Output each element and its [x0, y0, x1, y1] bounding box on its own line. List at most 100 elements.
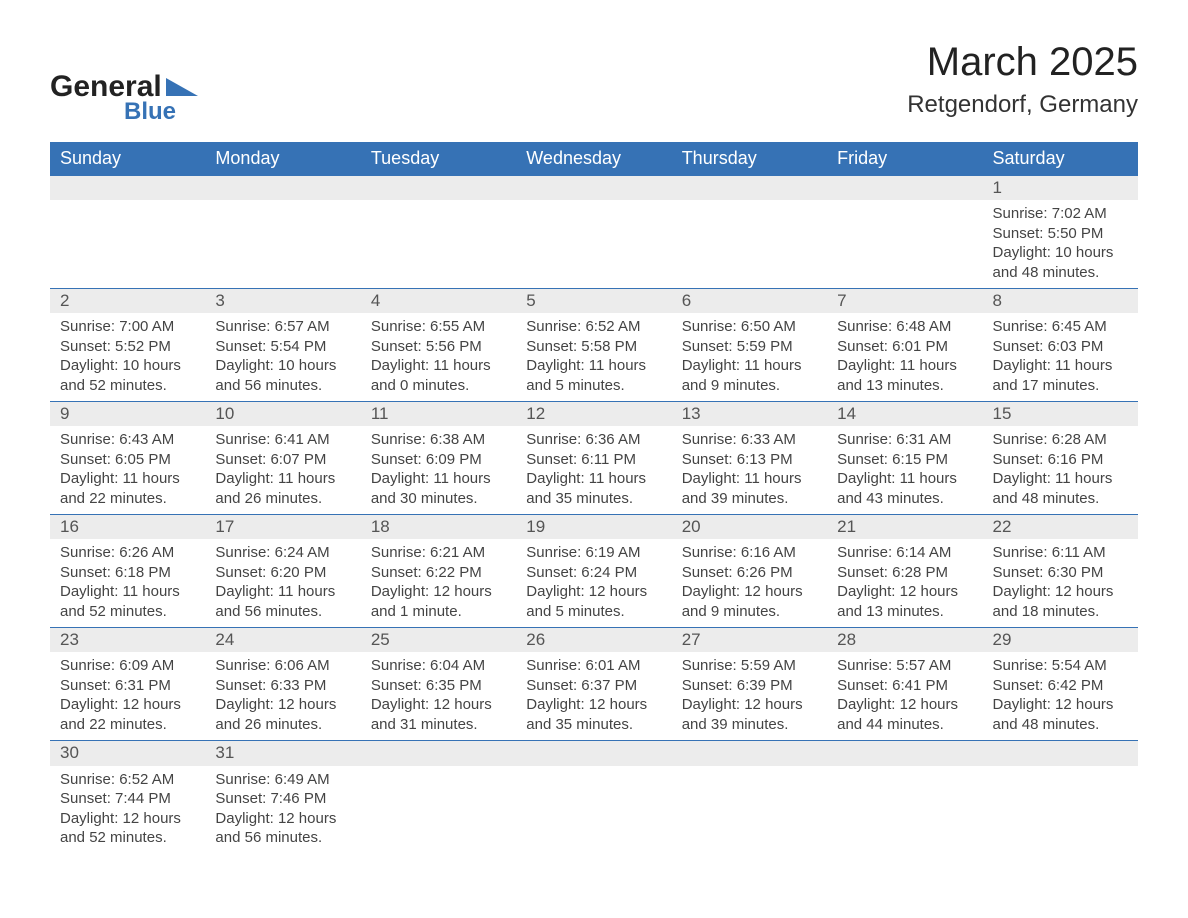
calendar-day-cell: 8Sunrise: 6:45 AMSunset: 6:03 PMDaylight… — [983, 289, 1138, 402]
day-body — [516, 766, 671, 776]
day-body: Sunrise: 6:49 AMSunset: 7:46 PMDaylight:… — [205, 766, 360, 854]
sunrise-text: Sunrise: 6:48 AM — [837, 317, 972, 337]
day-body: Sunrise: 6:52 AMSunset: 5:58 PMDaylight:… — [516, 313, 671, 401]
sunset-text: Sunset: 6:16 PM — [993, 450, 1128, 470]
daylight-text-2: and 26 minutes. — [215, 489, 350, 509]
sunrise-text: Sunrise: 6:26 AM — [60, 543, 195, 563]
calendar-empty-cell — [672, 176, 827, 289]
weekday-header: Wednesday — [516, 142, 671, 176]
day-body: Sunrise: 5:54 AMSunset: 6:42 PMDaylight:… — [983, 652, 1138, 740]
day-body: Sunrise: 6:57 AMSunset: 5:54 PMDaylight:… — [205, 313, 360, 401]
day-body — [361, 200, 516, 210]
day-number — [672, 176, 827, 200]
daylight-text-2: and 5 minutes. — [526, 602, 661, 622]
daylight-text-1: Daylight: 12 hours — [215, 809, 350, 829]
day-body — [205, 200, 360, 210]
day-number: 29 — [983, 628, 1138, 652]
daylight-text-2: and 9 minutes. — [682, 376, 817, 396]
sunrise-text: Sunrise: 6:01 AM — [526, 656, 661, 676]
sunset-text: Sunset: 6:42 PM — [993, 676, 1128, 696]
calendar-day-cell: 26Sunrise: 6:01 AMSunset: 6:37 PMDayligh… — [516, 628, 671, 741]
sunrise-text: Sunrise: 6:36 AM — [526, 430, 661, 450]
sunset-text: Sunset: 6:41 PM — [837, 676, 972, 696]
daylight-text-1: Daylight: 11 hours — [993, 469, 1128, 489]
sunrise-text: Sunrise: 6:14 AM — [837, 543, 972, 563]
day-number: 25 — [361, 628, 516, 652]
calendar-week-row: 2Sunrise: 7:00 AMSunset: 5:52 PMDaylight… — [50, 289, 1138, 402]
daylight-text-1: Daylight: 11 hours — [682, 356, 817, 376]
calendar-empty-cell — [827, 741, 982, 854]
daylight-text-2: and 30 minutes. — [371, 489, 506, 509]
daylight-text-1: Daylight: 12 hours — [215, 695, 350, 715]
day-body: Sunrise: 7:02 AMSunset: 5:50 PMDaylight:… — [983, 200, 1138, 288]
day-body: Sunrise: 6:55 AMSunset: 5:56 PMDaylight:… — [361, 313, 516, 401]
day-body: Sunrise: 6:41 AMSunset: 6:07 PMDaylight:… — [205, 426, 360, 514]
sunset-text: Sunset: 6:26 PM — [682, 563, 817, 583]
calendar-table: SundayMondayTuesdayWednesdayThursdayFrid… — [50, 142, 1138, 854]
day-body: Sunrise: 6:06 AMSunset: 6:33 PMDaylight:… — [205, 652, 360, 740]
daylight-text-2: and 48 minutes. — [993, 715, 1128, 735]
sunrise-text: Sunrise: 6:33 AM — [682, 430, 817, 450]
sunrise-text: Sunrise: 5:57 AM — [837, 656, 972, 676]
daylight-text-2: and 44 minutes. — [837, 715, 972, 735]
calendar-week-row: 1Sunrise: 7:02 AMSunset: 5:50 PMDaylight… — [50, 176, 1138, 289]
day-body: Sunrise: 6:24 AMSunset: 6:20 PMDaylight:… — [205, 539, 360, 627]
day-body: Sunrise: 6:28 AMSunset: 6:16 PMDaylight:… — [983, 426, 1138, 514]
day-body: Sunrise: 5:57 AMSunset: 6:41 PMDaylight:… — [827, 652, 982, 740]
sunset-text: Sunset: 6:22 PM — [371, 563, 506, 583]
sunset-text: Sunset: 6:03 PM — [993, 337, 1128, 357]
calendar-day-cell: 16Sunrise: 6:26 AMSunset: 6:18 PMDayligh… — [50, 515, 205, 628]
sunset-text: Sunset: 6:20 PM — [215, 563, 350, 583]
day-body: Sunrise: 6:33 AMSunset: 6:13 PMDaylight:… — [672, 426, 827, 514]
brand-triangle-icon — [166, 74, 198, 101]
day-number: 14 — [827, 402, 982, 426]
sunrise-text: Sunrise: 6:31 AM — [837, 430, 972, 450]
daylight-text-2: and 31 minutes. — [371, 715, 506, 735]
day-number — [361, 741, 516, 765]
day-body: Sunrise: 6:48 AMSunset: 6:01 PMDaylight:… — [827, 313, 982, 401]
daylight-text-2: and 52 minutes. — [60, 602, 195, 622]
daylight-text-2: and 56 minutes. — [215, 376, 350, 396]
day-body: Sunrise: 6:11 AMSunset: 6:30 PMDaylight:… — [983, 539, 1138, 627]
brand-word2: Blue — [124, 98, 198, 126]
sunrise-text: Sunrise: 7:00 AM — [60, 317, 195, 337]
sunset-text: Sunset: 6:24 PM — [526, 563, 661, 583]
day-number: 30 — [50, 741, 205, 765]
day-number: 19 — [516, 515, 671, 539]
daylight-text-1: Daylight: 11 hours — [526, 356, 661, 376]
sunrise-text: Sunrise: 6:11 AM — [993, 543, 1128, 563]
day-number: 16 — [50, 515, 205, 539]
day-body: Sunrise: 6:04 AMSunset: 6:35 PMDaylight:… — [361, 652, 516, 740]
day-number: 7 — [827, 289, 982, 313]
calendar-week-row: 9Sunrise: 6:43 AMSunset: 6:05 PMDaylight… — [50, 402, 1138, 515]
daylight-text-1: Daylight: 10 hours — [60, 356, 195, 376]
day-body: Sunrise: 7:00 AMSunset: 5:52 PMDaylight:… — [50, 313, 205, 401]
sunset-text: Sunset: 6:37 PM — [526, 676, 661, 696]
day-body — [50, 200, 205, 210]
day-number: 22 — [983, 515, 1138, 539]
calendar-week-row: 30Sunrise: 6:52 AMSunset: 7:44 PMDayligh… — [50, 741, 1138, 854]
daylight-text-1: Daylight: 11 hours — [993, 356, 1128, 376]
sunrise-text: Sunrise: 6:38 AM — [371, 430, 506, 450]
day-body: Sunrise: 6:14 AMSunset: 6:28 PMDaylight:… — [827, 539, 982, 627]
day-number: 6 — [672, 289, 827, 313]
month-year-title: March 2025 — [907, 40, 1138, 85]
calendar-day-cell: 23Sunrise: 6:09 AMSunset: 6:31 PMDayligh… — [50, 628, 205, 741]
sunset-text: Sunset: 5:54 PM — [215, 337, 350, 357]
sunset-text: Sunset: 6:31 PM — [60, 676, 195, 696]
daylight-text-2: and 5 minutes. — [526, 376, 661, 396]
daylight-text-2: and 35 minutes. — [526, 715, 661, 735]
daylight-text-1: Daylight: 11 hours — [60, 582, 195, 602]
calendar-day-cell: 29Sunrise: 5:54 AMSunset: 6:42 PMDayligh… — [983, 628, 1138, 741]
calendar-day-cell: 5Sunrise: 6:52 AMSunset: 5:58 PMDaylight… — [516, 289, 671, 402]
calendar-day-cell: 17Sunrise: 6:24 AMSunset: 6:20 PMDayligh… — [205, 515, 360, 628]
sunset-text: Sunset: 5:58 PM — [526, 337, 661, 357]
daylight-text-2: and 52 minutes. — [60, 828, 195, 848]
calendar-day-cell: 14Sunrise: 6:31 AMSunset: 6:15 PMDayligh… — [827, 402, 982, 515]
calendar-day-cell: 30Sunrise: 6:52 AMSunset: 7:44 PMDayligh… — [50, 741, 205, 854]
sunset-text: Sunset: 6:33 PM — [215, 676, 350, 696]
daylight-text-1: Daylight: 12 hours — [526, 695, 661, 715]
day-number — [205, 176, 360, 200]
daylight-text-1: Daylight: 10 hours — [215, 356, 350, 376]
day-number: 8 — [983, 289, 1138, 313]
